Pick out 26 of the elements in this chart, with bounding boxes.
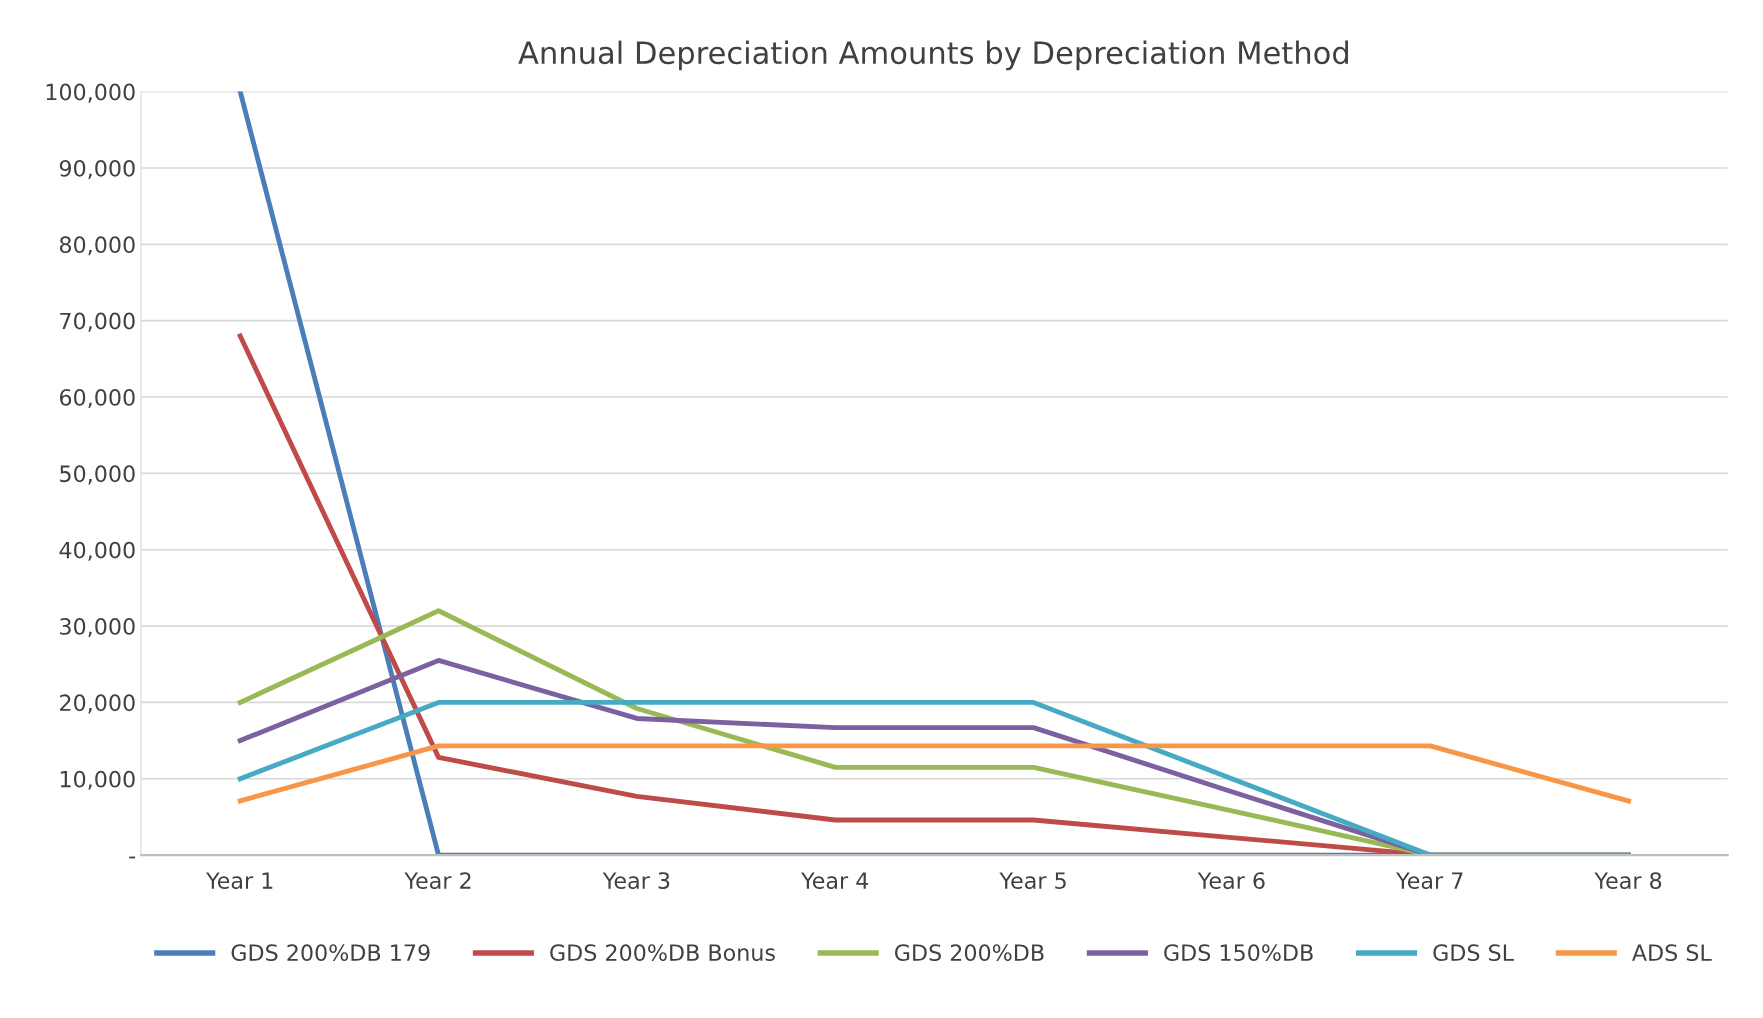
y-tick-label: 20,000 — [60, 694, 135, 714]
y-tick-label: 70,000 — [60, 312, 135, 332]
y-tick-label: 50,000 — [60, 465, 135, 485]
legend-label: GDS 200%DB Bonus — [550, 944, 775, 962]
y-tick-label: 90,000 — [59, 159, 135, 179]
x-tick-label: Year 2 — [404, 872, 471, 889]
legend-label: GDS SL — [1433, 944, 1514, 962]
legend-label: GDS 150%DB — [1164, 944, 1313, 962]
y-tick-label: 80,000 — [59, 236, 135, 256]
x-tick-label: Year 1 — [206, 872, 273, 889]
y-tick-label: 100,000 — [46, 83, 135, 103]
chart-title: Annual Depreciation Amounts by Depreciation Method — [518, 40, 1348, 71]
x-tick-label: Year 8 — [1594, 872, 1662, 889]
y-tick-label: 30,000 — [60, 618, 135, 638]
y-tick-label: 10,000 — [60, 770, 135, 790]
y-tick-label: 60,000 — [59, 388, 135, 409]
x-tick-label: Year 6 — [1197, 872, 1265, 889]
legend-label: GDS 200%DB — [895, 944, 1044, 962]
y-tick-label: - — [129, 856, 136, 859]
x-tick-label: Year 3 — [602, 872, 670, 889]
legend-label: GDS 200%DB 179 — [231, 944, 430, 962]
y-tick-label: 40,000 — [59, 541, 135, 561]
x-tick-label: Year 4 — [801, 872, 869, 889]
x-tick-label: Year 5 — [999, 872, 1066, 889]
x-tick-label: Year 7 — [1396, 872, 1463, 889]
legend-label: ADS SL — [1632, 944, 1712, 962]
